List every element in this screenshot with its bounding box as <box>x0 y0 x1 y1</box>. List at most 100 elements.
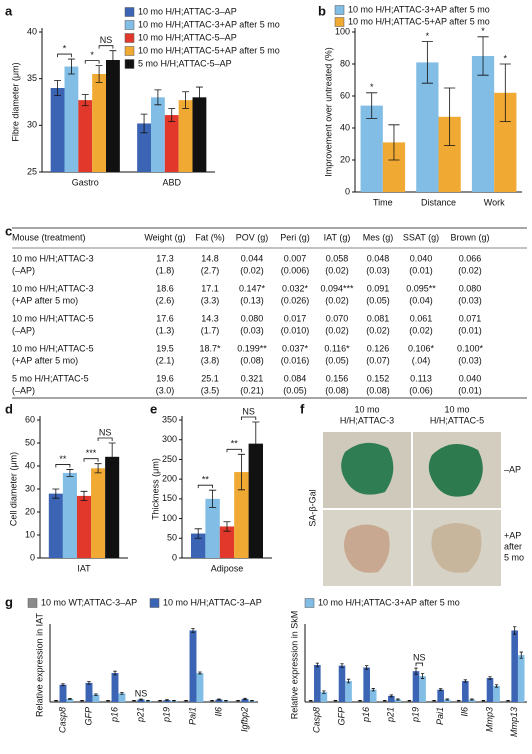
table-cell: (3.3) <box>201 295 220 305</box>
error-bar <box>158 699 162 702</box>
table-cell: (0.21) <box>240 385 264 395</box>
table-cell: (–AP) <box>12 385 35 395</box>
error-bar <box>195 86 203 108</box>
bar <box>192 97 207 172</box>
legend-swatch <box>124 20 135 30</box>
y-tick-label: 0 <box>345 186 350 196</box>
panel-label: g <box>5 594 13 609</box>
bar <box>416 62 439 193</box>
x-tick-label: Time <box>373 197 393 207</box>
stain-blob <box>341 442 394 495</box>
table-cell: 0.084 <box>284 373 307 383</box>
table-cell: (0.04) <box>409 295 433 305</box>
error-bar <box>494 684 499 688</box>
legend-swatch <box>124 33 135 43</box>
legend-swatch <box>124 7 135 17</box>
error-bar <box>81 94 89 107</box>
table-cell: (+AP after 5 mo) <box>12 295 78 305</box>
table-cell: 0.080 <box>459 283 482 293</box>
bracket <box>84 60 100 64</box>
table-cell: (0.03) <box>366 265 390 275</box>
error-bar <box>80 699 84 702</box>
significance: * <box>504 53 508 63</box>
x-tick-label: p19 <box>161 707 171 723</box>
row-label: after <box>504 541 522 551</box>
bar <box>66 698 74 702</box>
y-tick-label: 0 <box>30 552 35 562</box>
error-bar <box>407 699 412 702</box>
table-cell: 0.048 <box>367 253 390 263</box>
table-cell: 0.199** <box>237 343 267 353</box>
error-bar <box>365 665 369 670</box>
bar <box>50 88 65 172</box>
x-tick-label: p21 <box>135 707 145 723</box>
x-tick-label: p21 <box>386 707 396 723</box>
table-header: Fat (%) <box>195 232 225 242</box>
row-label: –AP <box>504 464 521 474</box>
bar <box>105 456 120 558</box>
x-tick-label: Il6 <box>213 707 223 717</box>
bar <box>137 699 145 702</box>
x-tick-label: p19 <box>410 707 420 723</box>
error-bar <box>194 528 202 539</box>
x-tick-label: Casp8 <box>57 707 67 733</box>
legend-label: 10 mo H/H;ATTAC-3+AP after 5 mo <box>318 597 460 607</box>
error-bar <box>172 699 176 702</box>
significance: *** <box>86 448 97 458</box>
table-cell: (0.08) <box>325 385 349 395</box>
table-cell: (0.02) <box>325 325 349 335</box>
x-tick-label: p16 <box>109 707 119 723</box>
bar <box>111 673 119 702</box>
error-bar <box>366 92 378 119</box>
bracket <box>197 484 213 489</box>
table-cell: 0.094*** <box>320 283 354 293</box>
bar <box>76 495 92 558</box>
error-bar <box>210 699 214 702</box>
table-cell: (0.03) <box>458 355 482 365</box>
x-tick-label: Pai1 <box>435 707 445 725</box>
bar <box>59 684 67 702</box>
table-cell: (–AP) <box>12 265 35 275</box>
y-tick-label: 40 <box>340 122 350 132</box>
error-bar <box>146 699 150 702</box>
table-cell: (0.02) <box>366 325 390 335</box>
tissue-blob <box>431 523 482 573</box>
table-cell: 5 mo H/H;ATTAC-5 <box>12 373 89 383</box>
table-cell: (0.06) <box>409 385 433 395</box>
legend-label: 10 mo H/H;ATTAC-3–AP <box>163 597 262 607</box>
y-tick-label: 10 <box>25 529 35 539</box>
significance: * <box>426 31 430 41</box>
bar <box>91 468 106 558</box>
bar <box>164 115 179 172</box>
bar <box>437 689 444 702</box>
bar <box>248 443 263 558</box>
bar <box>196 673 204 702</box>
y-axis-label: Improvement over untreated (%) <box>323 47 333 177</box>
table-cell: (0.02) <box>325 295 349 305</box>
table-cell: (0.01) <box>409 265 433 275</box>
x-tick-label: Work <box>484 197 505 207</box>
legend-swatch <box>149 598 160 608</box>
bracket <box>226 448 242 453</box>
bar <box>62 472 77 558</box>
bar <box>219 526 235 558</box>
table-cell: 0.091 <box>367 283 390 293</box>
error-bar <box>340 663 344 668</box>
table-cell: 0.116* <box>324 343 350 353</box>
y-axis-label: Relative expression in IAT <box>34 613 44 717</box>
y-tick-label: 100 <box>335 26 350 36</box>
table-cell: 0.037* <box>282 343 309 353</box>
legend-label: 10 mo H/H;ATTAC-3–AP <box>138 6 237 16</box>
y-tick-label: 80 <box>340 58 350 68</box>
error-bar <box>481 699 486 702</box>
error-bar <box>333 699 338 702</box>
y-tick-label: 0 <box>172 552 177 562</box>
error-bar <box>346 678 351 684</box>
x-tick-label: Distance <box>421 197 456 207</box>
stain-blob <box>428 444 483 497</box>
error-bar <box>54 699 58 702</box>
panel-label: d <box>5 401 13 416</box>
table-cell: (2.6) <box>156 295 175 305</box>
table-header: Weight (g) <box>144 232 185 242</box>
y-axis-label: Cell diameter (μm) <box>8 452 18 526</box>
